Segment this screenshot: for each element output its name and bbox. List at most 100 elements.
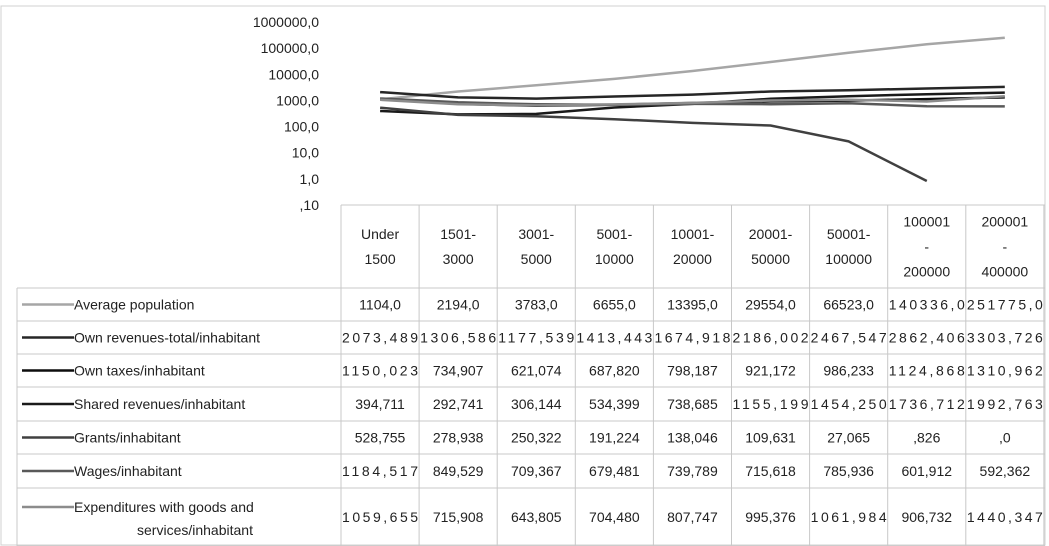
table-cell-value: 592,362 <box>980 463 1031 479</box>
x-category-label: 20000 <box>673 251 712 267</box>
table-cell-value: 1177,539 <box>498 330 574 346</box>
plot-lines <box>379 36 1005 183</box>
table-cell-value: 2862,406 <box>889 330 965 346</box>
table-cell-value: 140336,0 <box>889 297 965 313</box>
legend-series-name: Own revenues-total/inhabitant <box>74 330 260 346</box>
table-cell-value: 704,480 <box>589 509 640 525</box>
table-cell-value: 601,912 <box>901 463 952 479</box>
table-cell-value: 292,741 <box>433 396 484 412</box>
series-line <box>379 106 928 183</box>
table-cell-value: 739,789 <box>667 463 718 479</box>
table-cell-value: 687,820 <box>589 363 640 379</box>
table-cell-value: 66523,0 <box>823 297 874 313</box>
table-cell-value: 138,046 <box>667 430 718 446</box>
table-cell-value: 798,187 <box>667 363 718 379</box>
x-category-label: 200001 <box>981 214 1028 230</box>
table-cell-value: 1736,712 <box>889 396 965 412</box>
x-category-label: 50000 <box>751 251 790 267</box>
table-cell-value: ,826 <box>913 430 940 446</box>
x-category-label: 1500 <box>364 251 395 267</box>
data-table: Under 1500 1501- 3000 3001- 5000 5001- 10000 100… <box>16 204 1045 546</box>
legend-series-name: Expenditures with goods and <box>74 499 254 515</box>
table-cell-value: 1061,984 <box>811 509 887 525</box>
legend-series-name: Average population <box>74 297 194 313</box>
legend-series-name: Shared revenues/inhabitant <box>74 396 245 412</box>
table-cell-value: 109,631 <box>745 430 796 446</box>
table-cell-value: 621,074 <box>511 363 562 379</box>
table-cell-value: 1413,443 <box>576 330 652 346</box>
x-category-label: 5000 <box>521 251 552 267</box>
table-cell-value: 394,711 <box>355 396 405 412</box>
series-line <box>379 36 1005 101</box>
y-tick-label: 10,0 <box>292 145 319 161</box>
table-cell-value: 1059,655 <box>342 509 418 525</box>
table-cell-value: 738,685 <box>667 396 718 412</box>
table-cell-value: 2467,547 <box>811 330 887 346</box>
table-cell-value: 1104,0 <box>359 297 401 313</box>
x-category-label: - <box>1003 239 1008 255</box>
table-cell-value: 1150,023 <box>342 363 418 379</box>
table-cell-value: 250,322 <box>511 430 562 446</box>
x-category-label: 200000 <box>903 264 950 280</box>
table-cell-value: 1454,250 <box>811 396 887 412</box>
table-cell-value: 2186,002 <box>733 330 809 346</box>
table-cell-value: 1992,763 <box>967 396 1043 412</box>
table-cell-value: 709,367 <box>511 463 562 479</box>
table-cell-value: 278,938 <box>433 430 484 446</box>
table-cell-value: 986,233 <box>823 363 874 379</box>
table-cell-value: 715,908 <box>433 509 484 525</box>
y-tick-label: 1,0 <box>300 171 320 187</box>
y-axis: 1000000,0 100000,0 10000,0 1000,0 100,0 10,0 1… <box>253 14 319 213</box>
table-cell-value: 1155,199 <box>733 396 809 412</box>
y-tick-label: ,10 <box>300 197 320 213</box>
table-cell-value: 3783,0 <box>515 297 558 313</box>
table-cell-value: 1184,517 <box>342 463 418 479</box>
table-cell-value: 6655,0 <box>593 297 636 313</box>
legend-series-name: Grants/inhabitant <box>74 430 181 446</box>
x-category-label: 50001- <box>827 226 871 242</box>
table-cell-value: 534,399 <box>589 396 640 412</box>
table-cell-value: 528,755 <box>355 430 406 446</box>
table-cell-value: 785,936 <box>823 463 874 479</box>
table-cell-value: 995,376 <box>745 509 796 525</box>
chart-outer-border <box>0 5 1046 546</box>
x-category-label: 100001 <box>903 214 950 230</box>
table-cell-value: 3303,726 <box>967 330 1043 346</box>
y-tick-label: 1000,0 <box>276 92 319 108</box>
series-line <box>380 85 1005 100</box>
y-tick-label: 100000,0 <box>261 40 320 56</box>
table-cell-value: 27,065 <box>827 430 870 446</box>
x-category-label: 3001- <box>518 226 554 242</box>
y-tick-label: 10000,0 <box>268 66 319 82</box>
table-cell-value: 191,224 <box>589 430 640 446</box>
x-category-label: 3000 <box>443 251 474 267</box>
legend-series-name: services/inhabitant <box>137 522 253 538</box>
table-cell-value: 807,747 <box>667 509 718 525</box>
x-category-label: 10000 <box>595 251 634 267</box>
x-category-label: 400000 <box>981 264 1028 280</box>
table-cell-value: 13395,0 <box>667 297 718 313</box>
table-cell-value: 921,172 <box>745 363 796 379</box>
table-cell-value: 251775,0 <box>967 297 1043 313</box>
table-cell-value: 906,732 <box>901 509 952 525</box>
table-cell-value: 849,529 <box>433 463 484 479</box>
y-tick-label: 100,0 <box>284 119 319 135</box>
table-cell-value: 2073,489 <box>342 330 418 346</box>
legend-series-name: Wages/inhabitant <box>74 463 182 479</box>
legend-series-name: Own taxes/inhabitant <box>74 363 205 379</box>
series-line <box>380 95 1005 107</box>
x-category-label: 5001- <box>596 226 632 242</box>
table-cell-value: 643,805 <box>511 509 562 525</box>
x-category-label: Under <box>361 226 399 242</box>
table-cell-value: 1124,868 <box>889 363 965 379</box>
x-category-label: 100000 <box>825 251 872 267</box>
table-cell-value: 29554,0 <box>745 297 796 313</box>
table-cell-value: 715,618 <box>745 463 796 479</box>
table-cell-value: ,0 <box>999 430 1011 446</box>
table-cell-value: 679,481 <box>589 463 640 479</box>
table-cell-value: 1310,962 <box>967 363 1043 379</box>
table-cell-value: 734,907 <box>433 363 484 379</box>
x-category-label: - <box>924 239 929 255</box>
y-tick-label: 1000000,0 <box>253 14 319 30</box>
